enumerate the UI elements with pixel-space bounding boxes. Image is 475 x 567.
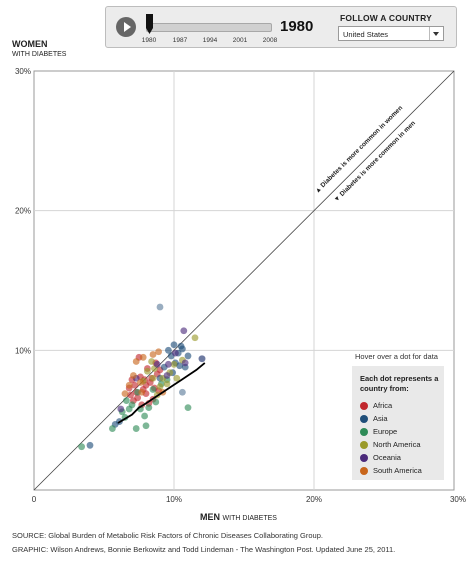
data-point-north-america xyxy=(149,374,157,382)
data-point-south-america xyxy=(139,353,147,361)
y-axis-label: WOMEN xyxy=(12,39,48,49)
source-note: SOURCE: Global Burden of Metabolic Risk … xyxy=(12,531,323,540)
data-point-oceania xyxy=(180,327,188,335)
oceania-swatch xyxy=(360,453,368,462)
data-point-south-america xyxy=(130,372,137,379)
data-point-oceania xyxy=(163,372,171,379)
slider-tick-label: 1994 xyxy=(202,37,218,44)
data-point-africa xyxy=(131,381,139,389)
legend-label: Oceania xyxy=(373,453,401,462)
x-axis-label-main: MEN xyxy=(200,512,220,522)
data-point-north-america xyxy=(173,374,181,382)
data-point-oceania xyxy=(181,359,189,367)
country-select[interactable]: United States xyxy=(338,26,444,41)
data-point-europe xyxy=(125,405,133,413)
legend: Each dot represents a country from: Afri… xyxy=(352,366,444,480)
africa-swatch xyxy=(360,401,368,410)
slider-tick-label: 2008 xyxy=(262,37,278,44)
data-point-other xyxy=(156,303,164,311)
data-point-south-america xyxy=(137,379,144,386)
asia-swatch xyxy=(360,414,368,423)
data-point-asia xyxy=(170,341,178,349)
data-point-south-america xyxy=(132,358,140,365)
south-america-swatch xyxy=(360,466,368,475)
y-axis-sublabel: WITH DIABETES xyxy=(12,51,67,58)
data-point-europe xyxy=(142,422,150,430)
x-axis-label: MEN WITH DIABETES xyxy=(200,512,277,522)
y-tick-label: 20% xyxy=(15,207,31,216)
y-tick-label: 10% xyxy=(15,346,31,355)
x-tick-label: 20% xyxy=(306,495,322,504)
legend-label: Africa xyxy=(373,401,393,410)
data-point-north-america xyxy=(144,367,151,375)
trend-line xyxy=(117,362,206,424)
legend-item-south-america: South America xyxy=(360,464,444,477)
data-point-europe xyxy=(132,425,140,432)
hover-note: Hover over a dot for data xyxy=(355,352,438,361)
data-point-north-america xyxy=(170,360,178,368)
data-point-north-america xyxy=(163,380,171,388)
play-button[interactable] xyxy=(116,17,136,37)
slider-tick-label: 2001 xyxy=(232,37,248,44)
data-point-asia xyxy=(184,352,192,360)
data-point-asia xyxy=(165,346,172,354)
data-point-europe xyxy=(109,425,116,432)
data-point-other xyxy=(179,388,186,396)
data-point-south-america xyxy=(155,348,163,356)
chevron-down-icon[interactable] xyxy=(429,27,443,40)
y-tick-label: 30% xyxy=(15,67,31,76)
legend-label: Asia xyxy=(373,414,388,423)
legend-label: Europe xyxy=(373,427,398,436)
data-point-oceania xyxy=(117,405,125,413)
data-point-oceania xyxy=(153,360,161,368)
data-point-europe xyxy=(123,397,130,405)
data-point-other xyxy=(198,355,206,363)
data-point-south-america xyxy=(138,388,146,396)
legend-item-oceania: Oceania xyxy=(360,451,444,464)
data-point-asia xyxy=(86,441,94,449)
country-select-value: United States xyxy=(343,30,389,39)
data-point-europe xyxy=(78,443,85,451)
x-tick-label: 10% xyxy=(166,495,182,504)
slider-tick-label: 1980 xyxy=(141,37,157,44)
trend-line-path xyxy=(117,362,206,424)
data-point-asia xyxy=(176,362,184,370)
data-point-oceania xyxy=(165,360,172,368)
legend-label: North America xyxy=(373,440,421,449)
control-panel: 1980 1987 1994 2001 2008 1980 FOLLOW A C… xyxy=(105,6,457,48)
data-point-europe xyxy=(152,398,160,406)
x-tick-label: 0 xyxy=(32,495,37,504)
data-point-north-america xyxy=(148,358,156,365)
legend-item-europe: Europe xyxy=(360,425,444,438)
data-point-oceania xyxy=(172,349,179,357)
equality-diagonal xyxy=(33,70,455,491)
data-point-europe xyxy=(184,404,192,411)
north-america-swatch xyxy=(360,440,368,449)
europe-swatch xyxy=(360,427,368,436)
legend-title: Each dot represents a country from: xyxy=(360,374,439,393)
data-point-north-america xyxy=(191,334,199,342)
legend-label: South America xyxy=(373,466,422,475)
follow-country-label: FOLLOW A COUNTRY xyxy=(340,13,432,23)
legend-item-asia: Asia xyxy=(360,412,444,425)
legend-item-africa: Africa xyxy=(360,399,444,412)
legend-item-north-america: North America xyxy=(360,438,444,451)
x-tick-label: 30% xyxy=(450,495,466,504)
data-point-europe xyxy=(145,404,153,411)
data-point-north-america xyxy=(156,383,164,391)
data-point-africa xyxy=(127,391,134,399)
data-point-south-america xyxy=(121,390,129,398)
data-point-europe xyxy=(141,412,149,420)
current-year: 1980 xyxy=(280,18,314,35)
data-point-south-america xyxy=(149,351,157,358)
slider-tick-label: 1987 xyxy=(172,37,188,44)
year-slider-handle[interactable] xyxy=(146,14,153,34)
graphic-credit: GRAPHIC: Wilson Andrews, Bonnie Berkowit… xyxy=(12,545,396,554)
tick-labels: 0 10% 20% 30% 10% 20% 30% xyxy=(15,67,466,504)
data-point-south-america xyxy=(125,381,133,389)
data-point-europe xyxy=(149,386,157,393)
x-axis-label-sub: WITH DIABETES xyxy=(222,515,277,522)
data-point-asia xyxy=(177,342,185,350)
